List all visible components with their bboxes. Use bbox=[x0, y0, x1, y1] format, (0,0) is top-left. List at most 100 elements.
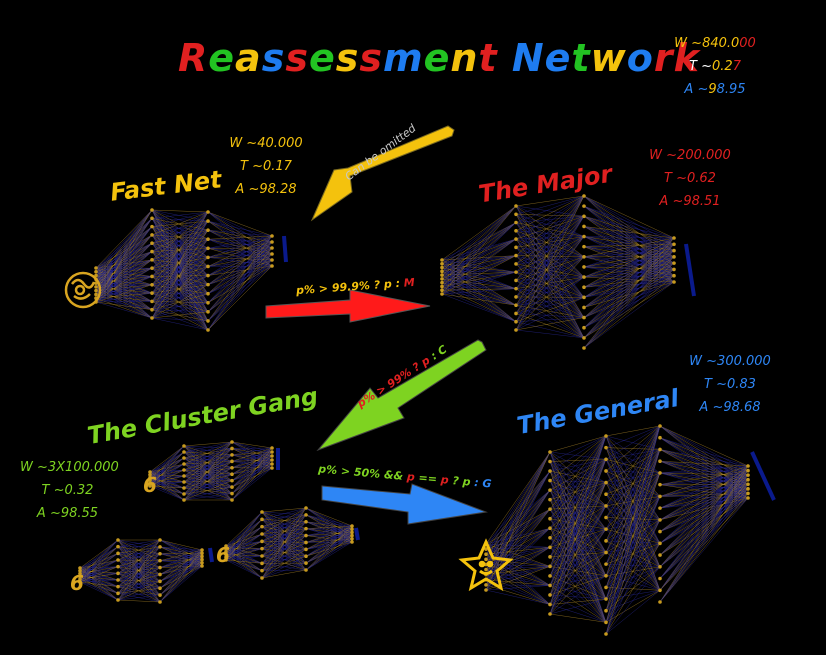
net-edge bbox=[95, 209, 153, 299]
net-node bbox=[304, 547, 308, 552]
net-edge bbox=[485, 547, 551, 586]
net-edge bbox=[151, 257, 209, 261]
net-edge bbox=[117, 539, 161, 574]
net-node bbox=[94, 288, 98, 293]
net-edge bbox=[151, 211, 209, 302]
net-edge bbox=[231, 459, 273, 488]
net-node bbox=[206, 246, 210, 251]
net-edge bbox=[441, 222, 517, 280]
net-node bbox=[604, 608, 608, 613]
net-edge bbox=[117, 539, 161, 547]
title-letter: s bbox=[335, 36, 360, 80]
net-edge bbox=[441, 255, 517, 261]
net-edge bbox=[183, 441, 233, 447]
net-edge bbox=[151, 211, 209, 252]
net-edge bbox=[149, 463, 185, 487]
net-edge bbox=[151, 239, 209, 269]
net-node bbox=[350, 533, 354, 538]
net-edge bbox=[95, 276, 153, 299]
net-node bbox=[604, 597, 608, 601]
net-edge bbox=[225, 559, 263, 579]
net-node bbox=[148, 475, 152, 480]
net-node bbox=[150, 299, 154, 304]
net-edge bbox=[441, 282, 517, 289]
net-node bbox=[440, 277, 444, 281]
net-edge bbox=[207, 247, 273, 276]
net-edge bbox=[659, 465, 749, 474]
net-node bbox=[658, 529, 662, 534]
net-edge bbox=[605, 425, 661, 576]
net-edge bbox=[549, 459, 607, 586]
net-edge bbox=[95, 276, 153, 295]
net-edge bbox=[515, 216, 585, 248]
cluster-graph-3 bbox=[224, 506, 360, 580]
net-edge bbox=[231, 463, 273, 494]
net-edge bbox=[207, 238, 273, 243]
net-edge bbox=[207, 229, 273, 237]
net-edge bbox=[151, 259, 209, 267]
net-edge bbox=[441, 286, 517, 322]
net-node bbox=[548, 564, 552, 569]
net-edge bbox=[583, 269, 675, 349]
net-edge bbox=[485, 470, 551, 586]
fast-net-a: A ~98.28 bbox=[235, 182, 297, 197]
net-edge bbox=[151, 266, 209, 319]
net-edge bbox=[441, 222, 517, 272]
net-edge bbox=[605, 472, 661, 623]
net-edge bbox=[151, 266, 209, 294]
network-graphs bbox=[78, 194, 776, 636]
net-edge bbox=[151, 234, 209, 249]
net-edge bbox=[151, 211, 209, 227]
net-edge bbox=[79, 581, 119, 587]
net-edge bbox=[549, 435, 607, 481]
net-edge bbox=[151, 229, 209, 252]
net-edge bbox=[305, 507, 353, 527]
net-edge bbox=[441, 267, 517, 306]
net-edge bbox=[583, 237, 675, 308]
net-node bbox=[270, 446, 274, 450]
net-edge bbox=[485, 509, 551, 580]
net-node bbox=[94, 269, 98, 274]
net-edge bbox=[441, 205, 517, 291]
net-edge bbox=[549, 552, 607, 615]
net-edge bbox=[549, 613, 607, 623]
net-node bbox=[582, 234, 586, 239]
net-edge bbox=[441, 278, 517, 306]
net-node bbox=[116, 578, 120, 582]
net-edge bbox=[261, 562, 307, 579]
net-edge bbox=[305, 514, 353, 527]
net-edge bbox=[151, 234, 209, 258]
net-edge bbox=[659, 465, 749, 579]
net-edge bbox=[95, 226, 153, 303]
net-edge bbox=[183, 441, 233, 459]
net-edge bbox=[515, 216, 585, 256]
net-edge bbox=[549, 575, 607, 615]
net-edge bbox=[441, 288, 517, 295]
net-edge bbox=[441, 222, 517, 276]
condition-general-target: : G bbox=[469, 475, 493, 491]
net-node bbox=[270, 246, 274, 250]
net-edge bbox=[151, 220, 209, 269]
net-node bbox=[78, 574, 82, 579]
net-edge bbox=[605, 425, 661, 553]
net-edge bbox=[659, 465, 749, 509]
net-edge bbox=[659, 475, 749, 603]
net-node bbox=[548, 583, 552, 588]
net-node bbox=[548, 459, 552, 464]
net-node bbox=[150, 291, 154, 295]
net-edge bbox=[605, 496, 661, 623]
summary-t-prefix: T ~ bbox=[689, 59, 712, 74]
net-node bbox=[230, 440, 234, 444]
net-node bbox=[270, 454, 274, 458]
net-node bbox=[230, 485, 234, 489]
net-edge bbox=[95, 294, 153, 319]
net-edge bbox=[441, 288, 517, 291]
net-node bbox=[484, 583, 488, 587]
net-edge bbox=[95, 251, 153, 273]
title-letter: R bbox=[178, 36, 209, 80]
net-edge bbox=[207, 241, 273, 313]
title-letter: s bbox=[359, 36, 383, 80]
net-edge bbox=[183, 493, 233, 501]
net-edge bbox=[149, 482, 185, 501]
net-edge bbox=[149, 481, 185, 487]
